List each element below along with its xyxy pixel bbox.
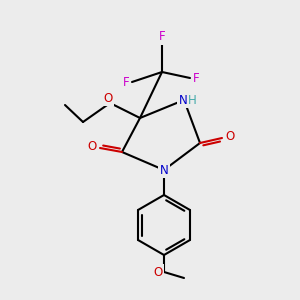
- Text: O: O: [225, 130, 235, 143]
- Text: H: H: [188, 94, 196, 106]
- Text: F: F: [193, 71, 199, 85]
- Text: O: O: [153, 266, 163, 278]
- Text: N: N: [178, 94, 188, 106]
- Text: F: F: [159, 31, 165, 44]
- Text: O: O: [87, 140, 97, 154]
- Text: F: F: [123, 76, 129, 88]
- Text: N: N: [160, 164, 168, 176]
- Text: O: O: [103, 92, 112, 104]
